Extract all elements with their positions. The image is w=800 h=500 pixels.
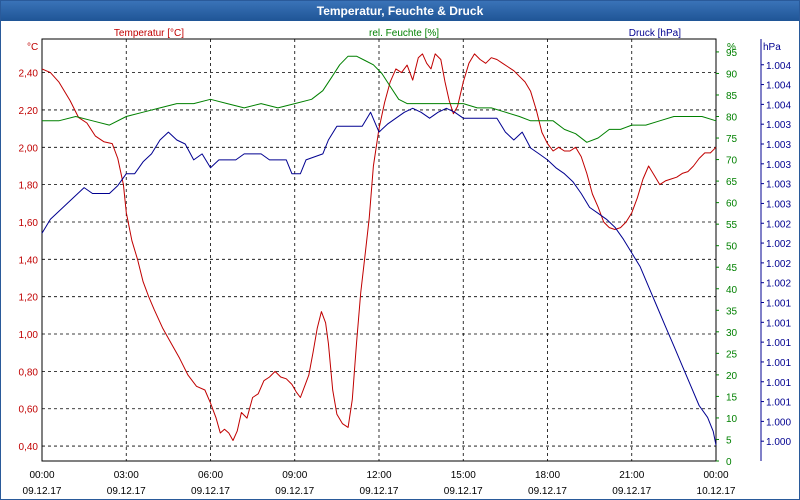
time-tick-label: 21:00 [619,470,644,481]
time-tick-label: 18:00 [535,470,560,481]
humidity-tick-label: 45 [726,263,738,274]
humidity-tick-label: 15 [726,392,738,403]
series-layer [41,53,717,446]
humidity-tick-label: 85 [726,91,738,102]
date-tick-label: 09.12.17 [275,486,314,497]
pressure-tick-label: 1.002 [766,239,791,250]
temperature-tick-label: 2,40 [19,69,39,80]
pressure-tick-label: 1.001 [766,338,791,349]
legend-pressure: Druck [hPa] [629,28,681,39]
pressure-tick-label: 1.003 [766,199,791,210]
plot-border [41,38,717,462]
time-axis: 00:00 09.12.17 03:00 09.12.17 06:00 09.12.17 0… [23,470,736,497]
temperature-tick-label: 1,60 [19,218,39,229]
temperature-tick-label: 0,80 [19,367,39,378]
humidity-axis: % 0 5 10 15 20 25 30 35 40 45 50 55 60 65 70 75 80 85 90 95 [716,42,738,468]
time-tick-label: 00:00 [29,470,54,481]
legend-temperature: Temperatur [°C] [114,28,184,39]
plot-frame [41,38,717,462]
pressure-unit-label: hPa [763,42,781,53]
pressure-tick-label: 1.002 [766,219,791,230]
legend-humidity: rel. Feuchte [%] [369,28,439,39]
pressure-tick-label: 1.001 [766,318,791,329]
grid [42,39,716,461]
pressure-tick-label: 1.001 [766,358,791,369]
date-tick-label: 09.12.17 [528,486,567,497]
humidity-tick-label: 0 [726,457,732,468]
temperature-tick-label: 0,40 [19,442,39,453]
humidity-tick-label: 65 [726,177,738,188]
humidity-unit-label: % [727,42,736,53]
humidity-tick-label: 50 [726,242,738,253]
pressure-tick-label: 1.001 [766,299,791,310]
pressure-tick-label: 1.004 [766,81,791,92]
humidity-tick-label: 90 [726,69,738,80]
legend: Temperatur [°C] rel. Feuchte [%] Druck [… [114,28,681,39]
pressure-tick-label: 1.004 [766,100,791,111]
pressure-tick-label: 1.003 [766,180,791,191]
humidity-tick-label: 70 [726,156,738,167]
time-tick-label: 00:00 [703,470,728,481]
window-title: Temperatur, Feuchte & Druck [1,1,799,21]
time-tick-label: 06:00 [198,470,223,481]
date-tick-label: 09.12.17 [444,486,483,497]
temperature-series-line [41,53,717,441]
temperature-axis: °C 0,40 0,60 0,80 1,00 1,20 1,40 1,60 1,80 2,00 2… [19,42,39,453]
humidity-tick-label: 95 [726,48,738,59]
humidity-tick-label: 25 [726,349,738,360]
time-tick-label: 09:00 [282,470,307,481]
temperature-tick-label: 0,60 [19,405,39,416]
humidity-tick-label: 35 [726,306,738,317]
temperature-tick-label: 2,00 [19,143,39,154]
temperature-unit-label: °C [27,42,38,53]
temperature-tick-label: 1,00 [19,330,39,341]
humidity-tick-label: 60 [726,199,738,210]
pressure-tick-label: 1.001 [766,378,791,389]
pressure-tick-label: 1.000 [766,417,791,428]
time-tick-label: 03:00 [114,470,139,481]
time-tick-label: 15:00 [451,470,476,481]
date-tick-label: 09.12.17 [107,486,146,497]
date-tick-label: 10.12.17 [697,486,736,497]
pressure-tick-label: 1.003 [766,120,791,131]
humidity-tick-label: 40 [726,285,738,296]
chart-svg: °C 0,40 0,60 0,80 1,00 1,20 1,40 1,60 1,80 2,00 2… [19,28,792,497]
date-tick-label: 09.12.17 [360,486,399,497]
date-tick-label: 09.12.17 [23,486,62,497]
pressure-axis: hPa 1.000 1.000 1.001 1.001 1.001 1.001 1.001 1… [760,39,791,461]
pressure-tick-label: 1.004 [766,61,791,72]
humidity-tick-label: 30 [726,328,738,339]
date-tick-label: 09.12.17 [612,486,651,497]
pressure-tick-label: 1.002 [766,259,791,270]
humidity-tick-label: 10 [726,414,738,425]
humidity-tick-label: 75 [726,134,738,145]
time-tick-label: 12:00 [366,470,391,481]
temperature-tick-label: 1,40 [19,255,39,266]
humidity-series-line [42,55,717,143]
pressure-tick-label: 1.000 [766,437,791,448]
date-tick-label: 09.12.17 [191,486,230,497]
pressure-tick-label: 1.002 [766,279,791,290]
humidity-tick-label: 20 [726,371,738,382]
pressure-tick-label: 1.003 [766,140,791,151]
pressure-series-line [41,107,717,446]
humidity-tick-label: 80 [726,113,738,124]
humidity-tick-label: 55 [726,220,738,231]
temperature-tick-label: 1,20 [19,293,39,304]
pressure-tick-label: 1.001 [766,398,791,409]
humidity-tick-label: 5 [726,435,732,446]
temperature-tick-label: 2,20 [19,106,39,117]
pressure-tick-label: 1.003 [766,160,791,171]
temperature-tick-label: 1,80 [19,181,39,192]
